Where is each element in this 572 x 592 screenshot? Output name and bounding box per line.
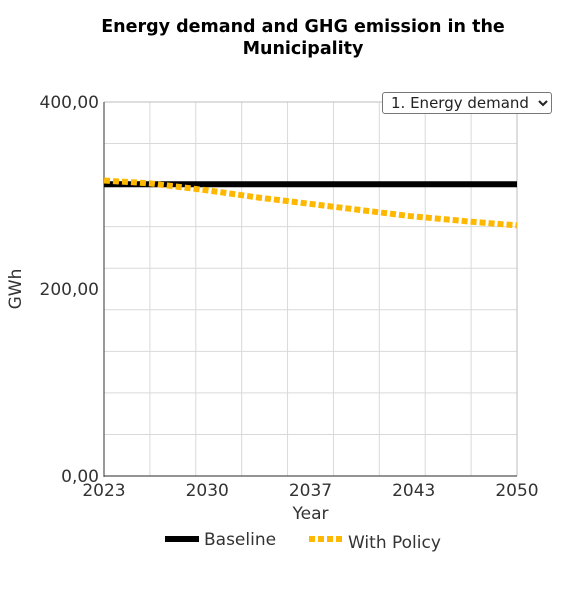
- y-tick-label: 0,00: [61, 467, 99, 487]
- plot-area: [104, 102, 517, 476]
- y-tick-label: 400,00: [40, 93, 99, 113]
- legend-label: Baseline: [204, 530, 276, 550]
- y-axis-title: GWh: [6, 269, 26, 310]
- chart-title-line-1: Energy demand and GHG emission in the: [101, 17, 505, 37]
- x-tick-label: 2023: [82, 481, 125, 501]
- x-tick-label: 2037: [289, 481, 332, 501]
- x-tick-label: 2043: [392, 481, 435, 501]
- metric-dropdown[interactable]: 1. Energy demand: [382, 92, 552, 114]
- chart-title: Energy demand and GHG emission in the Mu…: [0, 16, 572, 60]
- x-tick-label: 2050: [495, 481, 538, 501]
- x-axis-title: Year: [292, 504, 329, 524]
- y-tick-label: 200,00: [40, 280, 99, 300]
- x-tick-label: 2030: [186, 481, 229, 501]
- series-line-with-policy: [103, 177, 518, 229]
- legend-label: With Policy: [348, 533, 441, 553]
- chart-title-line-2: Municipality: [242, 39, 364, 59]
